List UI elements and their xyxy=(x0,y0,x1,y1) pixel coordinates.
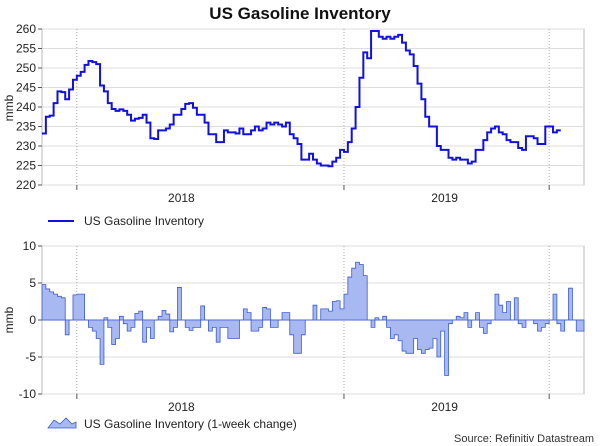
bottom-chart: -10 -5 0 5 10 2018 2019 mmb xyxy=(2,239,585,414)
top-chart: 220 225 230 235 240 245 250 255 260 2018 2019 mmb xyxy=(2,22,585,205)
top-y-tick-label: 250 xyxy=(16,61,36,75)
top-y-tick-label: 235 xyxy=(16,120,36,134)
top-y-tick-label: 260 xyxy=(16,22,36,36)
top-y-tick-label: 240 xyxy=(16,100,36,114)
top-series-line xyxy=(42,29,561,168)
bottom-legend: US Gasoline Inventory (1-week change) xyxy=(47,417,297,431)
top-y-tick-label: 245 xyxy=(16,81,36,95)
bot-y-tick-label: -5 xyxy=(25,350,36,364)
bottom-legend-label: US Gasoline Inventory (1-week change) xyxy=(84,417,297,431)
top-legend: US Gasoline Inventory xyxy=(48,214,204,228)
bottom-series-area xyxy=(41,261,585,376)
bot-x-year-label: 2019 xyxy=(431,400,458,414)
bot-y-tick-label: -10 xyxy=(19,387,37,401)
top-y-tick-label: 230 xyxy=(16,139,36,153)
top-y-tick-label: 225 xyxy=(16,159,36,173)
bot-y-tick-label: 10 xyxy=(23,239,37,253)
chart-title: US Gasoline Inventory xyxy=(209,4,391,23)
top-y-axis-label: mmb xyxy=(2,94,16,121)
top-y-tick-label: 220 xyxy=(16,178,36,192)
bottom-x-year-labels: 2018 2019 xyxy=(168,400,458,414)
top-x-year-label: 2018 xyxy=(168,191,195,205)
source-note: Source: Refinitiv Datastream xyxy=(454,433,594,445)
bottom-legend-swatch xyxy=(47,417,77,429)
top-y-tick-labels: 220 225 230 235 240 245 250 255 260 xyxy=(16,22,42,192)
top-legend-label: US Gasoline Inventory xyxy=(84,214,204,228)
bot-y-tick-label: 5 xyxy=(29,276,36,290)
top-x-year-label: 2019 xyxy=(431,191,458,205)
top-x-year-labels: 2018 2019 xyxy=(168,191,458,205)
bot-x-year-label: 2018 xyxy=(168,400,195,414)
top-y-tick-label: 255 xyxy=(16,42,36,56)
top-gridlines xyxy=(42,28,584,190)
bottom-y-tick-labels: -10 -5 0 5 10 xyxy=(19,239,42,401)
bottom-y-axis-label: mmb xyxy=(2,306,16,333)
bot-y-tick-label: 0 xyxy=(29,313,36,327)
